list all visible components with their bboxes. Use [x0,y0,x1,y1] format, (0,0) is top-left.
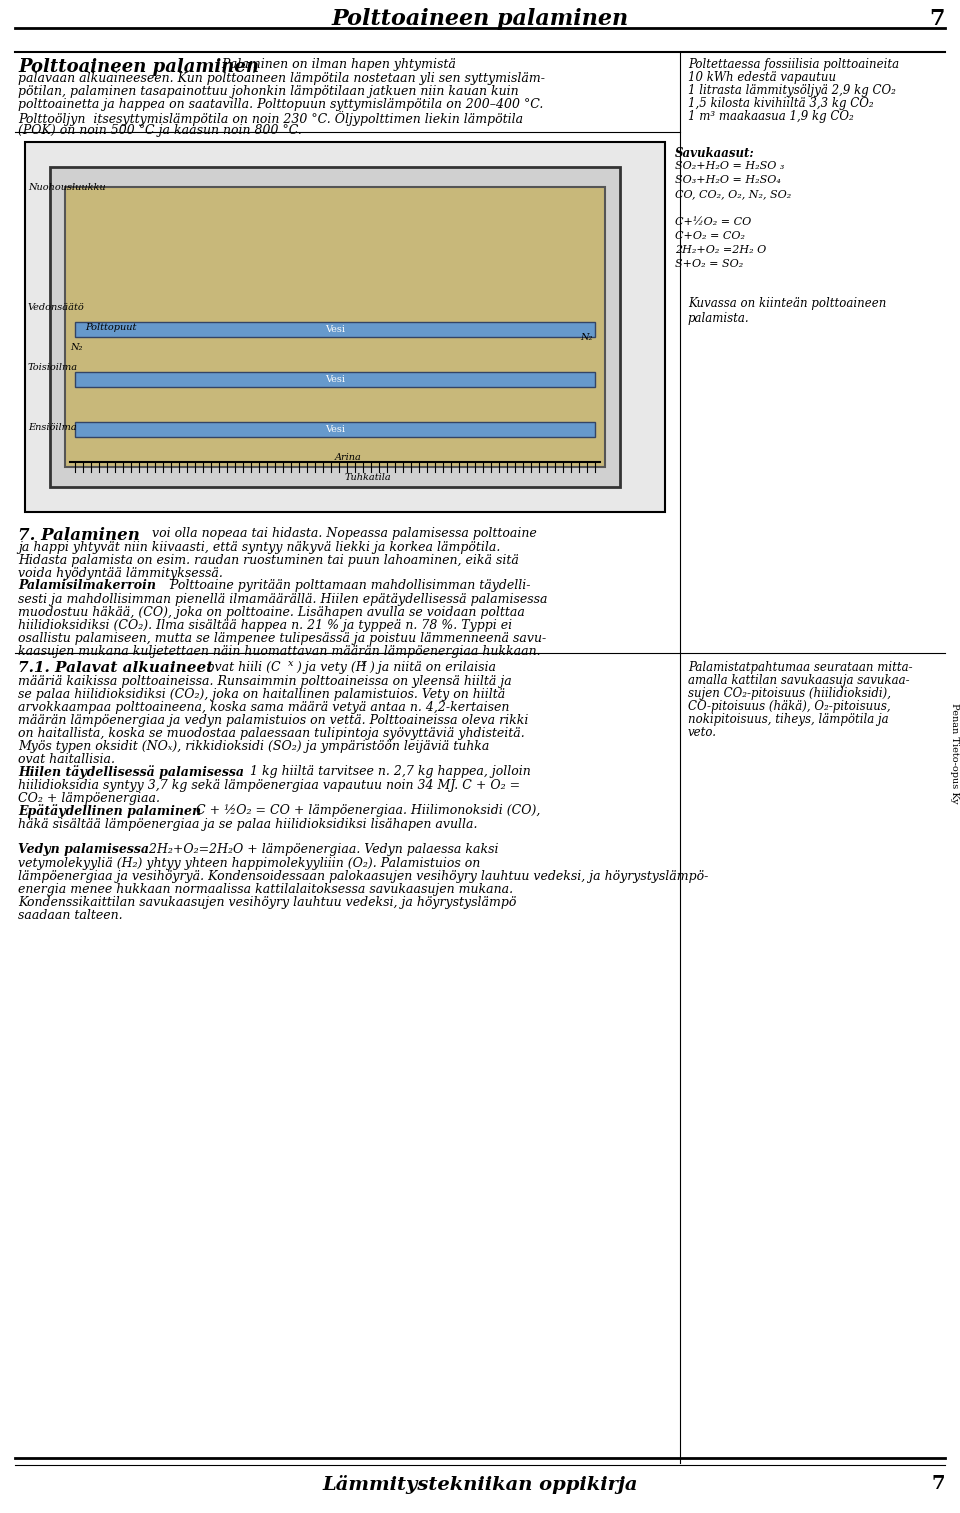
Text: voida hyödyntää lämmityksessä.: voida hyödyntää lämmityksessä. [18,567,223,579]
Text: 7.1. Palavat alkuaineet: 7.1. Palavat alkuaineet [18,661,213,675]
Text: häkä sisältää lämpöenergiaa ja se palaa hiilidioksidiksi lisähapen avulla.: häkä sisältää lämpöenergiaa ja se palaa … [18,819,477,831]
Text: C+½O₂ = CO: C+½O₂ = CO [675,216,752,227]
Text: Hiilen täydellisessä palamisessa: Hiilen täydellisessä palamisessa [18,766,244,779]
Text: sujen CO₂-pitoisuus (hiilidioksidi),: sujen CO₂-pitoisuus (hiilidioksidi), [688,687,891,701]
Text: 1 m³ maakaasua 1,9 kg CO₂: 1 m³ maakaasua 1,9 kg CO₂ [688,110,853,123]
Text: Palaminen on ilman hapen yhtymistä: Palaminen on ilman hapen yhtymistä [218,57,456,71]
Text: Ensiöilma: Ensiöilma [28,422,77,431]
Text: CO, CO₂, O₂, N₂, SO₂: CO, CO₂, O₂, N₂, SO₂ [675,189,791,200]
Text: Kuvassa on kiinteän polttoaineen
palamista.: Kuvassa on kiinteän polttoaineen palamis… [688,297,886,325]
Text: energia menee hukkaan normaalissa kattilalaitoksessa savukaasujen mukana.: energia menee hukkaan normaalissa kattil… [18,884,514,896]
Text: polttoainetta ja happea on saatavilla. Polttopuun syttymislämpötila on 200–400 °: polttoainetta ja happea on saatavilla. P… [18,98,543,110]
Text: CO₂ + lämpöenergiaa.: CO₂ + lämpöenergiaa. [18,791,160,805]
Text: N₂: N₂ [580,333,592,342]
Text: Kondenssikaittilan savukaasujen vesihöyry lauhtuu vedeksi, ja höyrystyslämpö: Kondenssikaittilan savukaasujen vesihöyr… [18,896,516,909]
Text: Hidasta palamista on esim. raudan ruostuminen tai puun lahoaminen, eikä sitä: Hidasta palamista on esim. raudan ruostu… [18,554,518,567]
Text: (POK) on noin 500 °C ja kaasun noin 800 °C.: (POK) on noin 500 °C ja kaasun noin 800 … [18,124,301,138]
Bar [50,166,620,487]
Text: Polttoöljyn  itsesyttymislämpötila on noin 230 °C. Öljypolttimen liekin lämpötil: Polttoöljyn itsesyttymislämpötila on noi… [18,110,523,126]
Text: CO-pitoisuus (häkä), O₂-pitoisuus,: CO-pitoisuus (häkä), O₂-pitoisuus, [688,701,891,713]
Text: Epätäydellinen palaminen: Epätäydellinen palaminen [18,803,202,819]
Text: Vedonsäätö: Vedonsäätö [28,303,84,312]
Text: määriä kaikissa polttoaineissa. Runsaimmin polttoaineissa on yleensä hiiltä ja: määriä kaikissa polttoaineissa. Runsaimm… [18,675,512,688]
Text: Savukaasut:: Savukaasut: [675,147,755,160]
Text: Polttoaineen palaminen: Polttoaineen palaminen [331,8,629,30]
Text: saadaan talteen.: saadaan talteen. [18,909,123,921]
Bar [75,322,595,337]
Text: veto.: veto. [688,726,717,738]
Text: Tuhkatila: Tuhkatila [345,472,392,481]
Text: x: x [288,660,294,669]
Text: S+O₂ = SO₂: S+O₂ = SO₂ [675,259,743,269]
Text: Polttoaine pyritään polttamaan mahdollisimman täydelli-: Polttoaine pyritään polttamaan mahdollis… [166,579,531,592]
Text: sesti ja mahdollisimman pienellä ilmamäärällä. Hiilen epätäydellisessä palamises: sesti ja mahdollisimman pienellä ilmamää… [18,593,547,607]
Text: ) ja niitä on erilaisia: ) ja niitä on erilaisia [369,661,496,673]
Text: muodostuu häkää, (CO), joka on polttoaine. Lisähapen avulla se voidaan polttaa: muodostuu häkää, (CO), joka on polttoain… [18,607,525,619]
Text: kaasujen mukana kuljetettaen näin huomattavan määrän lämpöenergiaa hukkaan.: kaasujen mukana kuljetettaen näin huomat… [18,645,540,658]
Text: Polttoaineen palaminen: Polttoaineen palaminen [18,57,259,76]
Text: C + ½O₂ = CO + lämpöenergiaa. Hiilimonoksidi (CO),: C + ½O₂ = CO + lämpöenergiaa. Hiilimonok… [192,803,540,817]
Text: 1 litrasta lämmitysöljyä 2,9 kg CO₂: 1 litrasta lämmitysöljyä 2,9 kg CO₂ [688,85,896,97]
Text: 2H₂+O₂ =2H₂ O: 2H₂+O₂ =2H₂ O [675,245,766,256]
Text: SO₂+H₂O = H₂SO ₃: SO₂+H₂O = H₂SO ₃ [675,160,784,171]
Text: Palamisilmakerroin: Palamisilmakerroin [18,579,156,592]
Text: lämpöenergiaa ja vesihöyryä. Kondensoidessaan palokaasujen vesihöyry lauhtuu ved: lämpöenergiaa ja vesihöyryä. Kondensoide… [18,870,708,884]
Text: arvokkaampaa polttoaineena, koska sama määrä vetyä antaa n. 4,2-kertaisen: arvokkaampaa polttoaineena, koska sama m… [18,701,510,714]
Text: Lämmitystekniikan oppikirja: Lämmitystekniikan oppikirja [323,1475,637,1493]
Text: 2H₂+O₂=2H₂O + lämpöenergiaa. Vedyn palaessa kaksi: 2H₂+O₂=2H₂O + lämpöenergiaa. Vedyn palae… [145,843,498,856]
Text: Arina: Arina [335,452,362,461]
Text: vetymolekyyliä (H₂) yhtyy yhteen happimolekyyliiin (O₂). Palamistuios on: vetymolekyyliä (H₂) yhtyy yhteen happimo… [18,856,480,870]
Text: 1 kg hiiltä tarvitsee n. 2,7 kg happea, jolloin: 1 kg hiiltä tarvitsee n. 2,7 kg happea, … [246,766,531,778]
Text: 7. Palaminen: 7. Palaminen [18,527,140,545]
Text: pötilan, palaminen tasapainottuu johonkin lämpötilaan jatkuen niin kauan kuin: pötilan, palaminen tasapainottuu johonki… [18,85,518,98]
Bar [75,372,595,387]
FancyBboxPatch shape [25,142,665,511]
Text: 7: 7 [931,1475,945,1493]
Text: Vesi: Vesi [325,425,345,434]
Text: Vesi: Vesi [325,375,345,384]
Text: Palamistatpahtumaa seurataan mitta-: Palamistatpahtumaa seurataan mitta- [688,661,913,673]
Text: Poltettaessa fossiilisia polttoaineita: Poltettaessa fossiilisia polttoaineita [688,57,900,71]
Text: ovat haitallisia.: ovat haitallisia. [18,753,115,766]
Text: ovat hiili (C: ovat hiili (C [203,661,280,673]
Text: Vedyn palamisessa: Vedyn palamisessa [18,843,149,856]
Text: 1,5 kilosta kivihiiltä 3,3 kg CO₂: 1,5 kilosta kivihiiltä 3,3 kg CO₂ [688,97,874,110]
Text: Penan Tieto-opus Ky: Penan Tieto-opus Ky [950,702,959,803]
Text: Toisioilma: Toisioilma [28,363,78,372]
Text: Nuohousluukku: Nuohousluukku [28,183,106,192]
Text: osallistu palamiseen, mutta se lämpenee tulipesässä ja poistuu lämmenneenä savu-: osallistu palamiseen, mutta se lämpenee … [18,632,546,645]
Text: Vesi: Vesi [325,325,345,334]
Text: on haitallista, koska se muodostaa palaessaan tulipintoja syövyttäviä yhdisteitä: on haitallista, koska se muodostaa palae… [18,728,525,740]
Text: 10 kWh edestä vapautuu: 10 kWh edestä vapautuu [688,71,836,85]
Text: palavaan alkuaineeseen. Kun polttoaineen lämpötila nostetaan yli sen syttymisläm: palavaan alkuaineeseen. Kun polttoaineen… [18,73,545,85]
Text: ) ja vety (H: ) ja vety (H [296,661,367,673]
Text: amalla kattilan savukaasuja savukaa-: amalla kattilan savukaasuja savukaa- [688,673,910,687]
Text: N₂: N₂ [70,342,83,351]
Text: se palaa hiilidioksidiksi (CO₂), joka on haitallinen palamistuios. Vety on hiilt: se palaa hiilidioksidiksi (CO₂), joka on… [18,688,505,701]
Text: hiilidioksidiksi (CO₂). Ilma sisältää happea n. 21 % ja typpeä n. 78 %. Typpi ei: hiilidioksidiksi (CO₂). Ilma sisältää ha… [18,619,512,632]
Text: nokipitoisuus, tiheys, lämpötila ja: nokipitoisuus, tiheys, lämpötila ja [688,713,889,726]
Text: hiilidioksidia syntyy 3,7 kg sekä lämpöenergiaa vapautuu noin 34 MJ. C + O₂ =: hiilidioksidia syntyy 3,7 kg sekä lämpöe… [18,779,520,791]
Text: Polttopuut: Polttopuut [85,322,136,331]
Bar [65,188,605,468]
Text: C+O₂ = CO₂: C+O₂ = CO₂ [675,231,745,241]
Text: 7: 7 [929,8,945,30]
Text: x: x [361,660,367,669]
Bar [75,422,595,437]
Text: määrän lämpöenergiaa ja vedyn palamistuios on vettä. Polttoaineissa oleva rikki: määrän lämpöenergiaa ja vedyn palamistui… [18,714,528,728]
Text: voi olla nopeaa tai hidasta. Nopeassa palamisessa polttoaine: voi olla nopeaa tai hidasta. Nopeassa pa… [148,527,537,540]
Text: Myös typen oksidit (NOₓ), rikkidioksidi (SO₂) ja ympäristöön leijäviä tuhka: Myös typen oksidit (NOₓ), rikkidioksidi … [18,740,490,753]
Text: SO₃+H₂O = H₂SO₄: SO₃+H₂O = H₂SO₄ [675,176,780,185]
Text: ja happi yhtyvät niin kiivaasti, että syntyy näkyvä liekki ja korkea lämpötila.: ja happi yhtyvät niin kiivaasti, että sy… [18,542,500,554]
